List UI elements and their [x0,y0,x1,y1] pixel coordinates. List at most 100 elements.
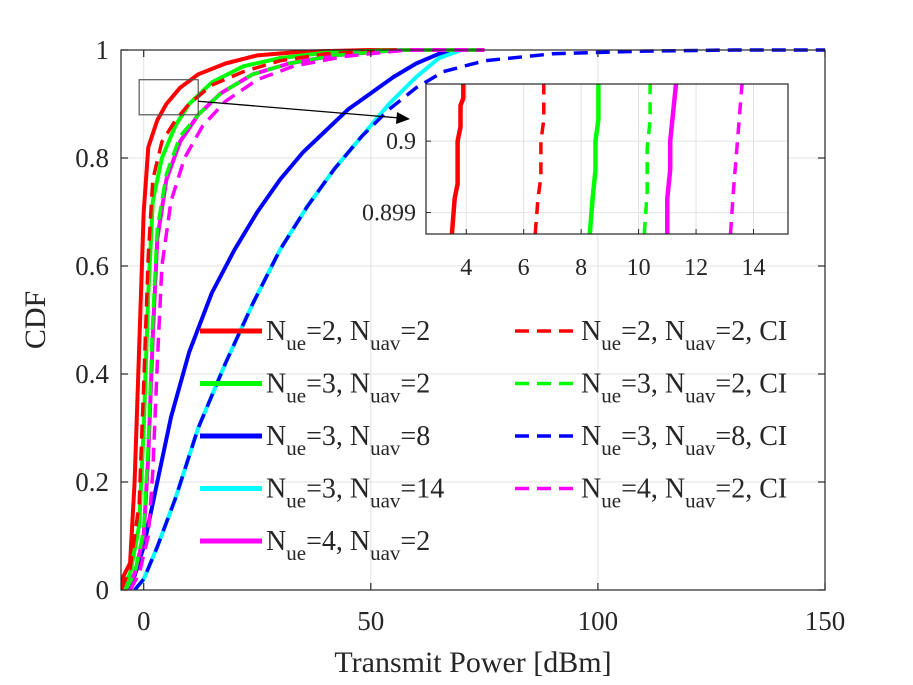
y-tick-label: 0.2 [75,467,109,497]
legend-label-part: N [581,421,601,452]
inset-y-tick-label: 0.899 [362,201,416,227]
legend-label-subscript: uav [370,436,401,460]
inset-x-tick-label: 12 [684,255,708,281]
legend-label-subscript: uav [370,541,401,565]
legend-entry: Nue=4, Nuav=2 [200,526,430,565]
legend-label-part: N [266,526,286,557]
legend-label-part: N [266,369,286,400]
legend-label-part: =3, N [621,369,685,400]
inset-ticks: 4 6 8 10 12 14 0.899 0.9 [362,129,766,281]
y-tick-label: 1 [96,35,110,65]
legend-label-part: =2, CI [715,316,787,347]
legend-label: Nue=4, Nuav=2, CI [581,474,787,513]
legend-label: Nue=2, Nuav=2 [266,316,430,355]
legend-entry: Nue=2, Nuav=2, CI [515,316,787,355]
zoom-arrow-line [198,100,401,119]
legend-label-part: =2 [400,526,430,557]
series-line-1 [121,48,485,586]
inset-x-tick-label: 14 [742,255,766,281]
series-line-8 [133,48,825,590]
legend-label-subscript: uav [685,384,716,408]
legend-label-subscript: ue [286,541,306,565]
y-tick-label: 0.6 [75,251,109,281]
legend-label-subscript: ue [601,384,621,408]
zoom-region-box [138,79,199,116]
legend-label-part: N [581,316,601,347]
legend-label-part: =3, N [306,369,370,400]
legend-label-subscript: ue [601,489,621,513]
legend-entry: Nue=3, Nuav=8, CI [515,421,787,460]
x-tick-label: 100 [578,606,619,636]
legend-label-part: =8 [400,421,430,452]
inset-series-line-3 [587,84,601,234]
legend-label-part: =2, N [306,316,370,347]
legend-label-part: =4, N [621,474,685,505]
legend-label-subscript: uav [370,384,401,408]
legend-label-part: N [266,316,286,347]
x-tick-label: 0 [137,606,151,636]
zoom-indicator [138,79,410,124]
legend-entry: Nue=3, Nuav=8 [200,421,430,460]
legend-label: Nue=3, Nuav=8, CI [581,421,787,460]
legend-entry: Nue=3, Nuav=2, CI [515,369,787,408]
legend-label-subscript: uav [370,331,401,355]
legend-label-part: =2 [400,316,430,347]
main-series-group [121,48,825,590]
legend-label-subscript: uav [685,331,716,355]
series-line-7 [123,48,485,590]
main-ticks: 0 50 100 150 0 0.2 0.4 0.6 0.8 1 [75,35,845,636]
inset-series-line-2 [533,84,546,234]
legend-entry: Nue=2, Nuav=2 [200,316,430,355]
series-line-3 [128,48,454,590]
y-axis-label: CDF [19,291,52,349]
legend-label-part: =2, CI [715,369,787,400]
y-tick-label: 0.4 [75,359,109,389]
legend-label-part: =2 [400,369,430,400]
legend-label-subscript: uav [685,489,716,513]
legend-entry: Nue=4, Nuav=2, CI [515,474,787,513]
legend-label-subscript: ue [286,436,306,460]
legend-label-part: =4, N [306,526,370,557]
inset-axes-box [425,83,789,235]
legend-label: Nue=3, Nuav=8 [266,421,430,460]
inset-series-line-6 [728,84,744,234]
legend-entry: Nue=3, Nuav=14 [200,474,444,513]
legend-label-part: N [266,421,286,452]
legend-label: Nue=2, Nuav=2, CI [581,316,787,355]
legend-label-part: N [581,369,601,400]
legend-label-subscript: ue [286,489,306,513]
y-tick-label: 0.8 [75,143,109,173]
inset-series-group [449,84,744,234]
x-tick-label: 150 [805,606,846,636]
inset-series-line-5 [665,84,679,234]
inset-x-tick-label: 4 [460,255,472,281]
legend-label-subscript: uav [685,436,716,460]
legend-label: Nue=4, Nuav=2 [266,526,430,565]
inset-x-tick-label: 6 [518,255,530,281]
legend-label-part: =3, N [306,421,370,452]
legend-label: Nue=3, Nuav=14 [266,474,444,513]
legend-label-part: =14 [400,474,444,505]
main-axes-box [120,49,826,591]
legend-label-part: =3, N [621,421,685,452]
legend-label: Nue=3, Nuav=2, CI [581,369,787,408]
legend-label-subscript: ue [601,331,621,355]
legend-label-subscript: ue [601,436,621,460]
inset-background [426,84,788,234]
inset-y-tick-label: 0.9 [386,129,416,155]
inset-x-tick-label: 8 [575,255,587,281]
legend-label-subscript: uav [370,489,401,513]
zoom-arrow-head [396,112,410,124]
legend-label-part: =3, N [306,474,370,505]
inset-grid [426,84,788,234]
series-line-9 [128,48,485,590]
legend-entry: Nue=3, Nuav=2 [200,369,430,408]
legend-label-subscript: ue [286,384,306,408]
x-axis-label: Transmit Power [dBm] [334,646,611,679]
legend-label: Nue=3, Nuav=2 [266,369,430,408]
legend-label-part: =8, CI [715,421,787,452]
legend-label-part: N [581,474,601,505]
inset-x-tick-label: 10 [627,255,651,281]
